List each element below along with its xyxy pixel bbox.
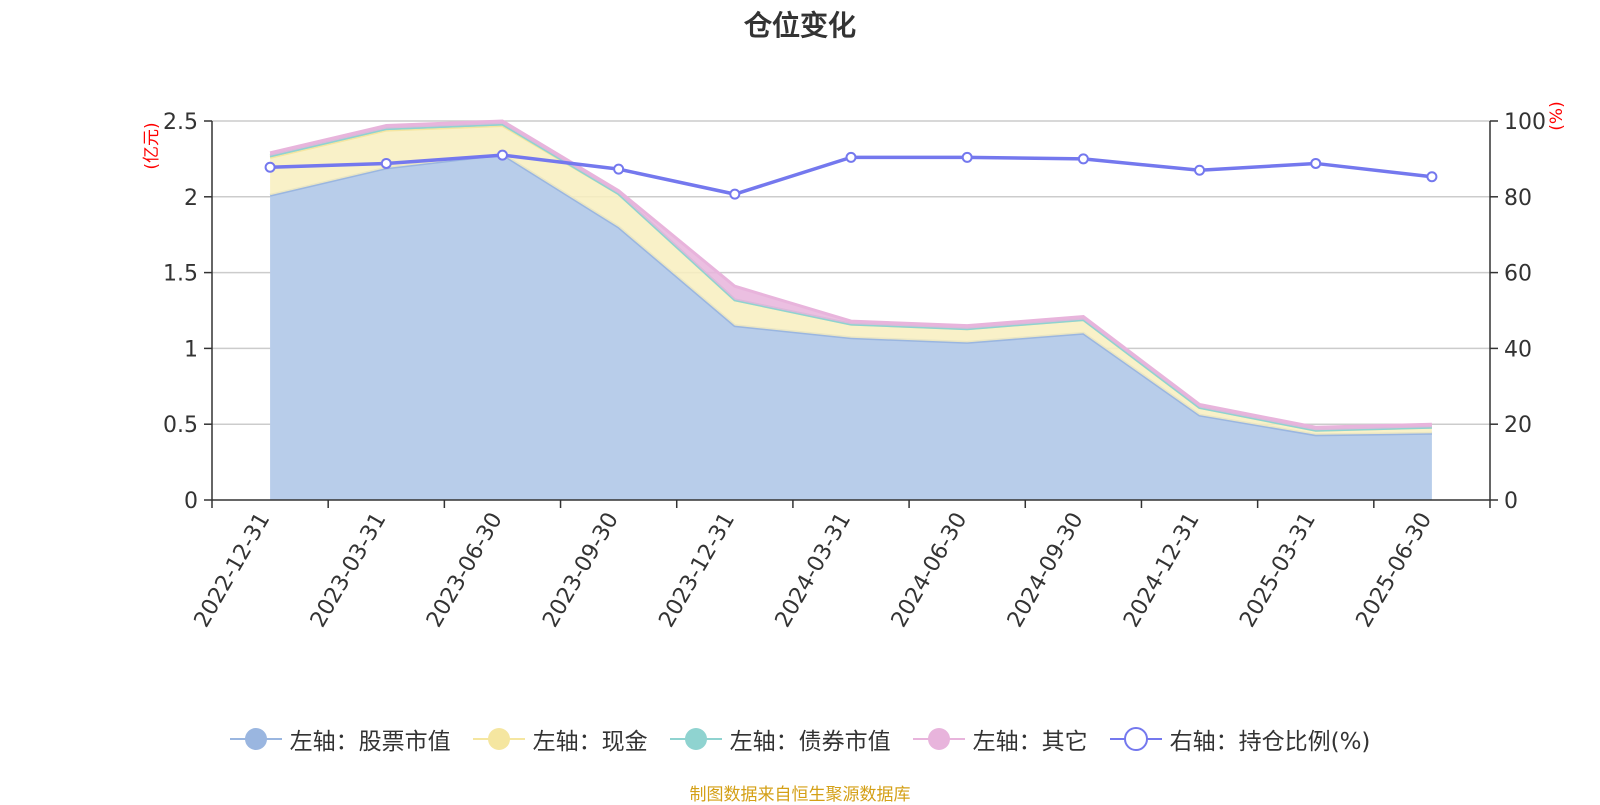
right-tick-label: 20: [1504, 413, 1532, 438]
left-unit-label: (亿元): [142, 122, 162, 169]
legend-item-stock[interactable]: 左轴：股票市值: [229, 722, 451, 756]
x-tick-label: 2024-12-31: [1119, 509, 1205, 632]
left-tick-label: 0.5: [163, 413, 198, 438]
legend: 左轴：股票市值 左轴：现金 左轴：债券市值 左轴：其它 右轴：持仓比例(%): [0, 722, 1600, 756]
legend-label-bond: 左轴：债券市值: [729, 729, 891, 755]
legend-item-bond[interactable]: 左轴：债券市值: [669, 722, 891, 756]
x-tick-label: 2024-03-31: [771, 509, 857, 632]
right-tick-label: 100: [1504, 110, 1546, 135]
x-tick-label: 2024-09-30: [1003, 509, 1089, 632]
legend-bond-icon: [669, 728, 722, 750]
left-tick-label: 1: [184, 337, 198, 362]
x-tick-label: 2022-12-31: [190, 509, 276, 632]
x-tick-label: 2023-12-31: [654, 509, 740, 632]
right-tick-label: 60: [1504, 262, 1532, 287]
x-tick-label: 2025-03-31: [1235, 509, 1321, 632]
ratio-point: [1194, 164, 1206, 176]
area-cash: [270, 125, 1432, 435]
chart-title: 仓位变化: [743, 9, 856, 42]
legend-item-cash[interactable]: 左轴：现金: [472, 722, 648, 756]
area-stock: [270, 154, 1432, 501]
legend-other-icon: [912, 728, 965, 750]
ratio-point: [380, 157, 392, 169]
x-tick-label: 2023-09-30: [538, 509, 624, 632]
ratio-point: [1077, 153, 1089, 165]
ratio-point: [264, 161, 276, 173]
left-tick-label: 0: [184, 489, 198, 514]
legend-ratio-icon: [1109, 727, 1162, 751]
ratio-point: [1310, 157, 1322, 169]
ratio-point: [729, 188, 741, 200]
x-tick-label: 2023-03-31: [306, 508, 392, 631]
legend-label-ratio: 右轴：持仓比例(%): [1169, 729, 1371, 755]
right-tick-label: 80: [1504, 186, 1532, 211]
ratio-point: [613, 163, 625, 175]
right-unit-label: (%): [1547, 101, 1567, 130]
legend-label-stock: 左轴：股票市值: [289, 729, 451, 755]
x-tick-label: 2024-06-30: [887, 509, 973, 632]
legend-item-ratio[interactable]: 右轴：持仓比例(%): [1109, 722, 1371, 756]
ratio-point: [845, 151, 857, 163]
ratio-point: [496, 149, 508, 161]
legend-stock-icon: [229, 728, 282, 750]
ratio-line: [264, 149, 1438, 200]
source-note: 制图数据来自恒生聚源数据库: [689, 785, 911, 805]
legend-cash-icon: [472, 728, 525, 750]
left-tick-label: 1.5: [163, 262, 198, 287]
axes: [204, 120, 1498, 508]
ratio-point: [1426, 171, 1438, 183]
right-tick-label: 40: [1504, 337, 1532, 362]
left-tick-label: 2.5: [163, 110, 198, 135]
ratio-point: [961, 151, 973, 163]
x-tick-label: 2023-06-30: [422, 509, 508, 632]
legend-label-other: 左轴：其它: [972, 729, 1088, 755]
legend-item-other[interactable]: 左轴：其它: [912, 722, 1088, 756]
stacked-areas: [269, 119, 1432, 501]
right-tick-label: 0: [1504, 489, 1518, 514]
legend-label-cash: 左轴：现金: [532, 729, 648, 755]
x-tick-label: 2025-06-30: [1352, 509, 1438, 632]
left-tick-label: 2: [184, 186, 198, 211]
area-other-edge: [269, 119, 1432, 429]
